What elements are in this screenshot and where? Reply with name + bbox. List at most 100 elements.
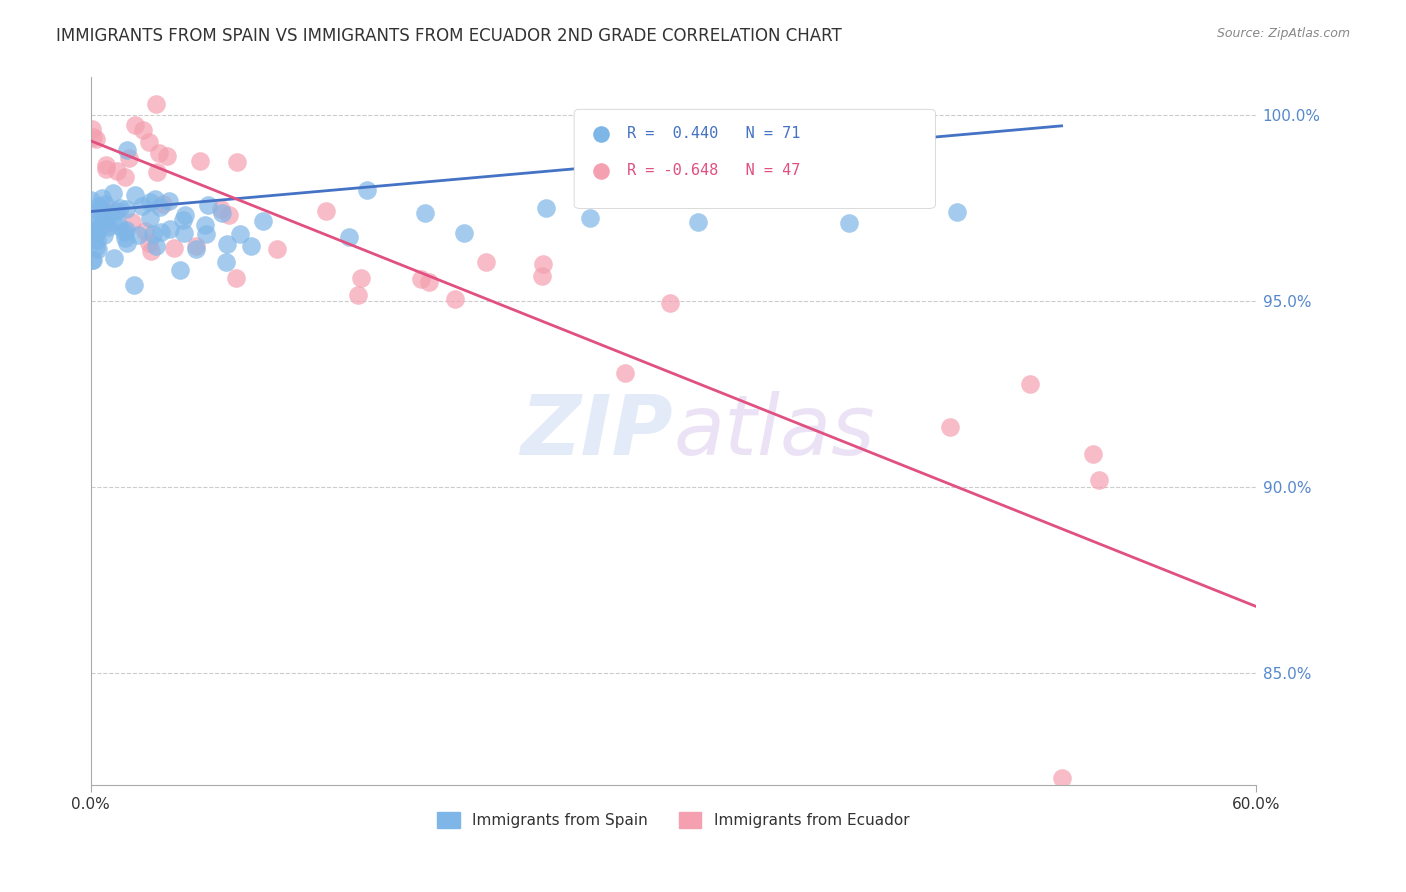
Point <box>107 219 129 233</box>
Point <box>124 188 146 202</box>
Point <box>356 183 378 197</box>
Point <box>80 225 103 239</box>
Point <box>409 271 432 285</box>
Point <box>80 121 103 136</box>
Point <box>139 211 162 225</box>
Point <box>531 269 554 284</box>
Point <box>821 190 844 204</box>
Point <box>1081 447 1104 461</box>
Point <box>127 227 149 242</box>
Point <box>143 193 166 207</box>
Point <box>252 214 274 228</box>
Point <box>134 223 156 237</box>
Point <box>115 236 138 251</box>
Point <box>91 191 114 205</box>
Point <box>149 200 172 214</box>
Point <box>929 406 952 420</box>
Point <box>87 202 110 217</box>
Point <box>929 599 952 614</box>
Point <box>138 235 160 250</box>
Point <box>215 237 238 252</box>
Point <box>209 202 232 217</box>
Point <box>534 201 557 215</box>
Point <box>838 216 860 230</box>
Point <box>141 227 163 242</box>
Point <box>115 202 138 216</box>
Point <box>101 215 124 229</box>
Point <box>80 193 103 207</box>
Point <box>155 149 177 163</box>
Text: atlas: atlas <box>673 391 875 472</box>
Point <box>93 213 115 227</box>
FancyBboxPatch shape <box>574 110 935 209</box>
Text: ZIP: ZIP <box>520 391 673 472</box>
Point <box>531 257 554 271</box>
Point <box>97 206 120 220</box>
Point <box>474 254 496 268</box>
Point <box>138 135 160 149</box>
Point <box>315 203 337 218</box>
Point <box>108 201 131 215</box>
Legend: Immigrants from Spain, Immigrants from Ecuador: Immigrants from Spain, Immigrants from E… <box>432 805 915 834</box>
Point <box>197 197 219 211</box>
Point <box>87 243 110 257</box>
Point <box>266 242 288 256</box>
Point <box>211 206 233 220</box>
Point <box>169 263 191 277</box>
Point <box>86 233 108 247</box>
Point <box>172 213 194 227</box>
Point <box>150 225 173 239</box>
Point <box>415 206 437 220</box>
Point <box>614 366 637 380</box>
Point <box>82 129 104 144</box>
Point <box>239 239 262 253</box>
Point <box>117 144 139 158</box>
Point <box>131 123 153 137</box>
Point <box>152 196 174 211</box>
Point <box>173 226 195 240</box>
Point <box>686 215 709 229</box>
Point <box>418 275 440 289</box>
Point <box>84 226 107 240</box>
Point <box>225 271 247 285</box>
Point <box>145 239 167 253</box>
Point <box>82 252 104 267</box>
Text: IMMIGRANTS FROM SPAIN VS IMMIGRANTS FROM ECUADOR 2ND GRADE CORRELATION CHART: IMMIGRANTS FROM SPAIN VS IMMIGRANTS FROM… <box>56 27 842 45</box>
Point <box>118 152 141 166</box>
Point <box>93 211 115 226</box>
Point <box>194 218 217 232</box>
Point <box>93 197 115 211</box>
Point <box>444 292 467 306</box>
Point <box>86 224 108 238</box>
Point <box>145 165 167 179</box>
Point <box>90 202 112 216</box>
Point <box>163 241 186 255</box>
Point <box>89 212 111 227</box>
Point <box>91 218 114 232</box>
Point <box>939 420 962 434</box>
Point <box>112 225 135 239</box>
Point <box>96 158 118 172</box>
Point <box>195 227 218 241</box>
Point <box>159 221 181 235</box>
Point <box>131 198 153 212</box>
Point <box>350 270 373 285</box>
Point <box>139 195 162 210</box>
Point <box>86 240 108 254</box>
Point <box>148 145 170 160</box>
Point <box>101 186 124 200</box>
Point <box>121 215 143 229</box>
Text: R = -0.648   N = 47: R = -0.648 N = 47 <box>627 162 800 178</box>
Point <box>103 251 125 265</box>
Point <box>174 208 197 222</box>
Point <box>659 296 682 310</box>
Point <box>578 211 600 225</box>
Point <box>105 203 128 218</box>
Point <box>93 228 115 243</box>
Point <box>105 164 128 178</box>
Point <box>82 253 104 268</box>
Point <box>139 244 162 258</box>
Point <box>453 226 475 240</box>
Point <box>94 161 117 176</box>
Point <box>122 278 145 293</box>
